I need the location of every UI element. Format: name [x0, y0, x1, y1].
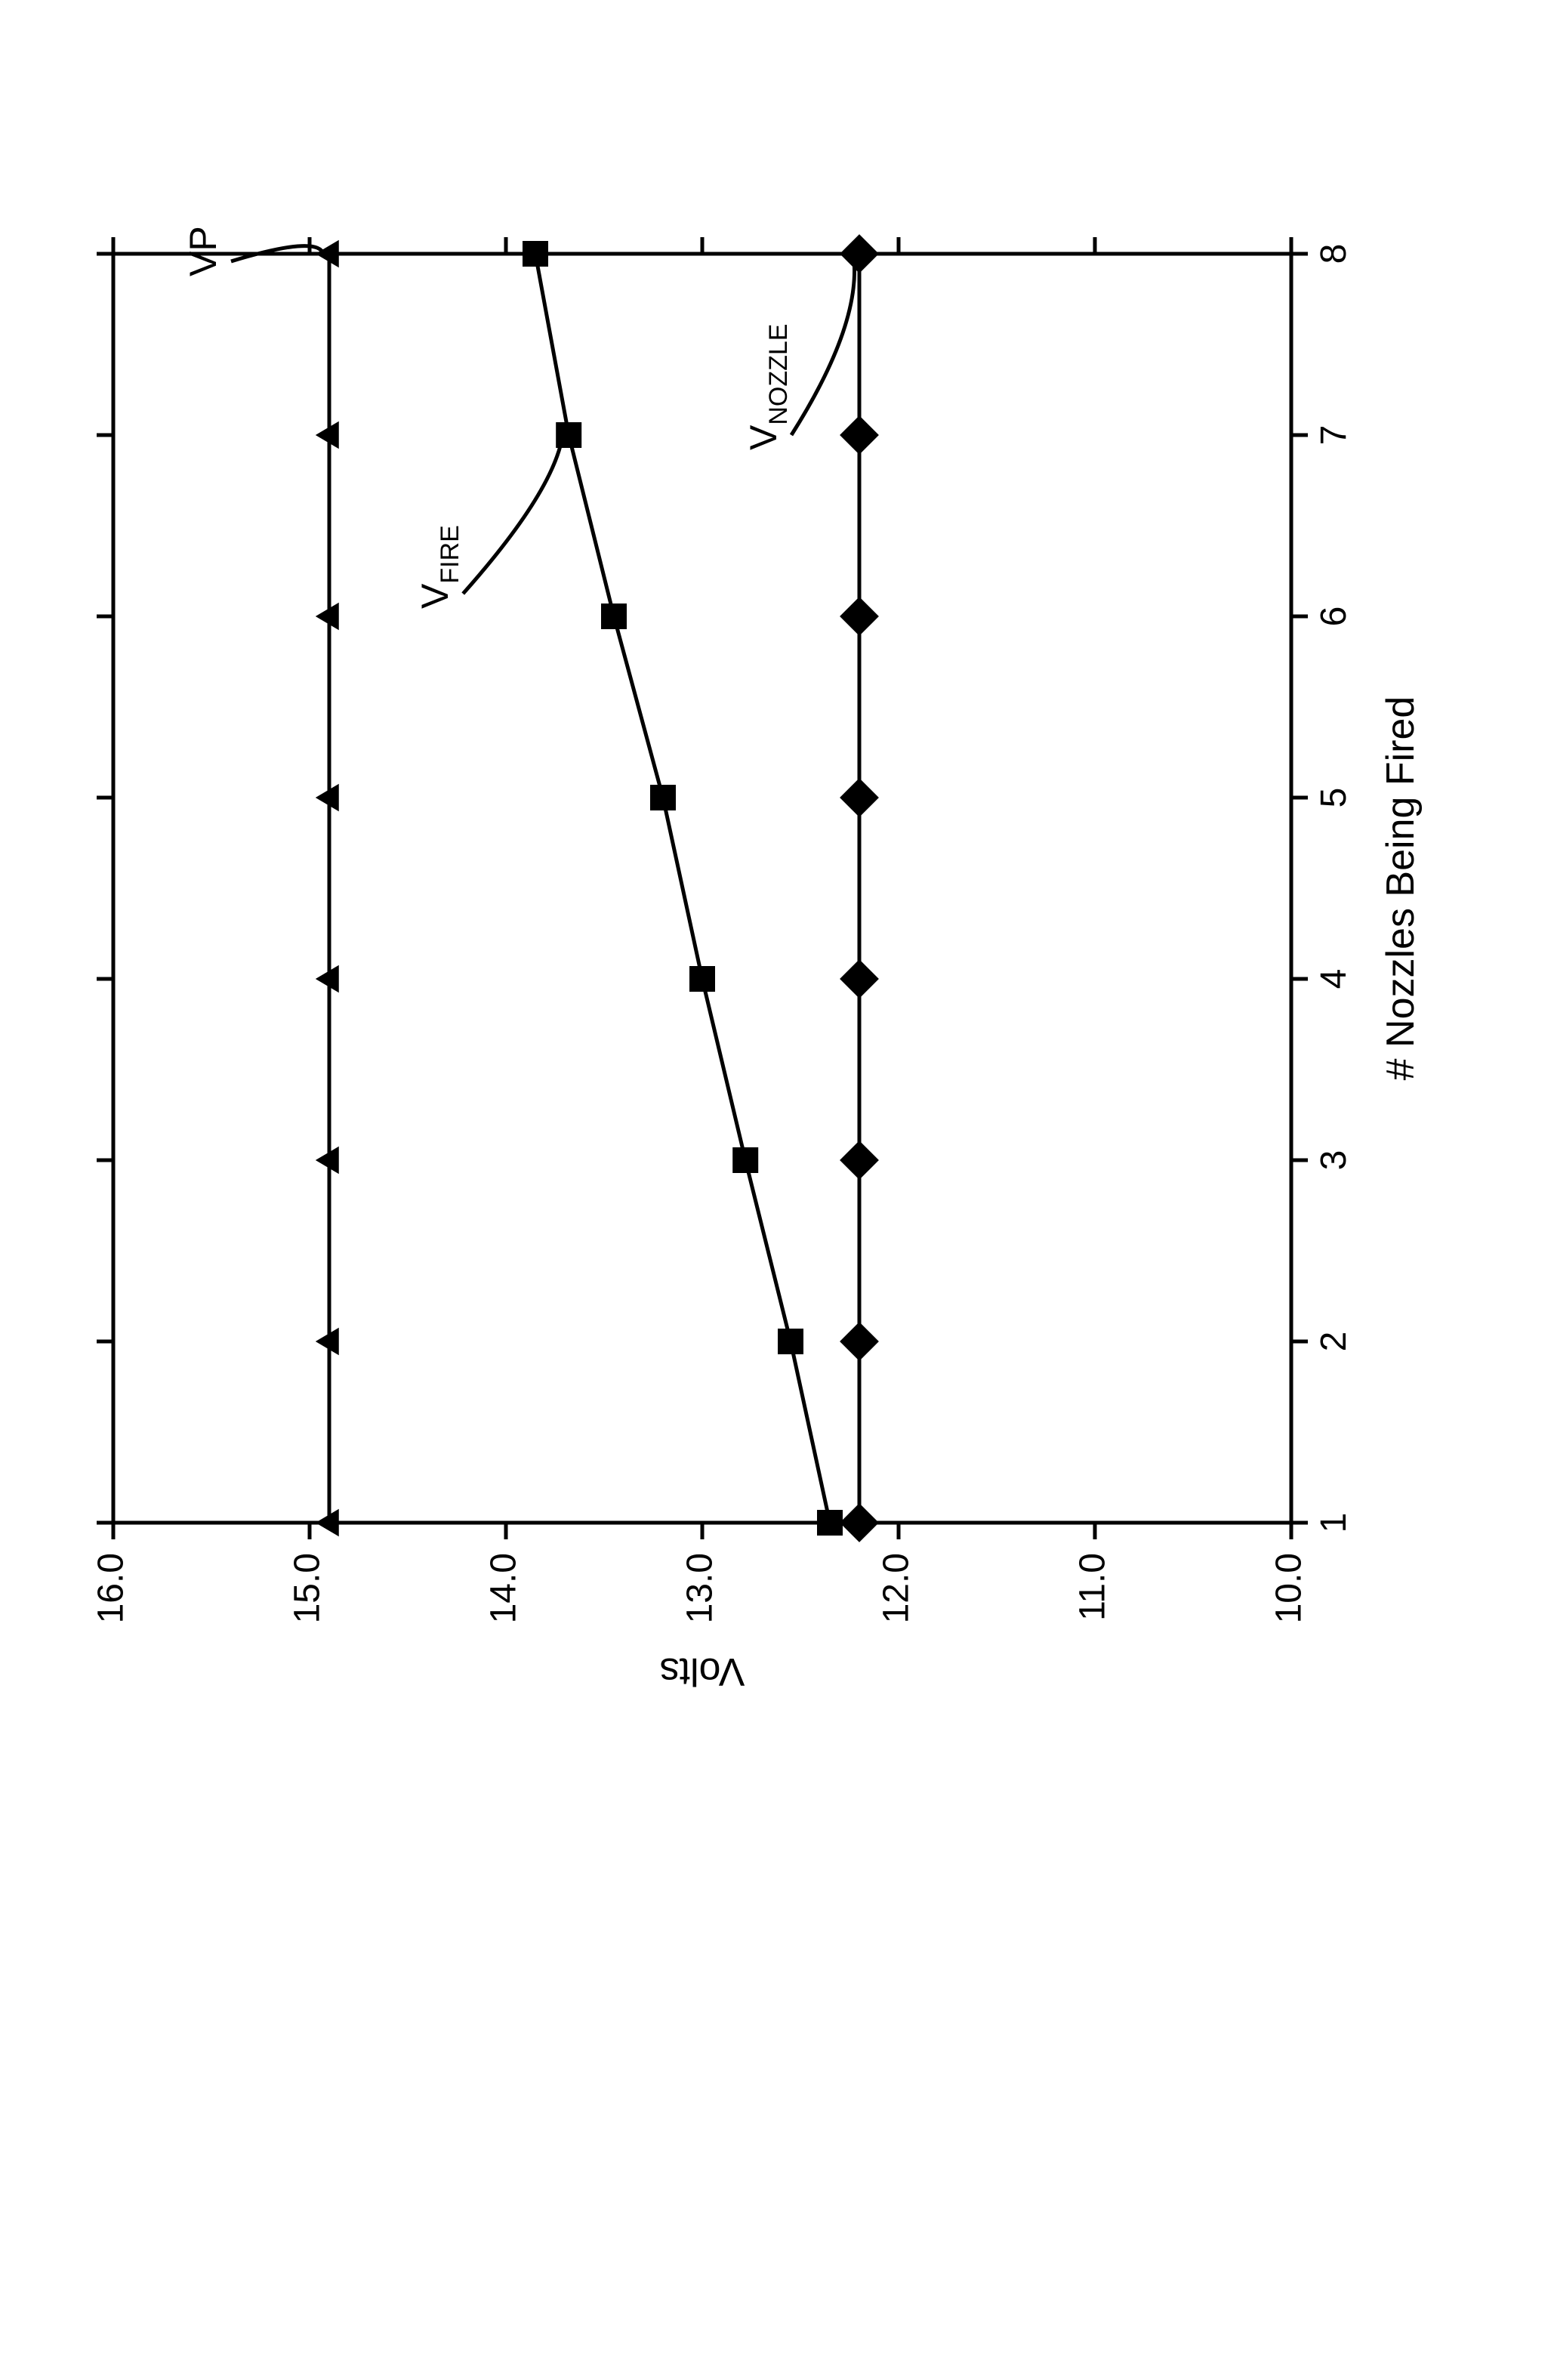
svg-text:4: 4	[1314, 969, 1354, 989]
svg-text:2: 2	[1314, 1332, 1354, 1352]
svg-text:11.0: 11.0	[1073, 1553, 1113, 1621]
svg-text:12.0: 12.0	[877, 1553, 917, 1623]
svg-text:1: 1	[1314, 1513, 1354, 1533]
svg-text:5: 5	[1314, 788, 1354, 808]
page: FIG. 3 10.011.012.013.014.015.016.012345…	[0, 0, 1554, 1882]
svg-text:8: 8	[1314, 244, 1354, 264]
svg-text:7: 7	[1314, 425, 1354, 446]
svg-text:13.0: 13.0	[680, 1553, 720, 1623]
chart-svg: 10.0 11.0 12.0 13.0 14.0 15.0 16.0 1 2 3 4 5 6 7 8 Volt…	[53, 163, 1488, 1719]
svg-text:6: 6	[1314, 607, 1354, 627]
svg-text:14.0: 14.0	[484, 1553, 524, 1623]
svg-text:3: 3	[1314, 1150, 1354, 1171]
svg-text:15.0: 15.0	[288, 1553, 328, 1623]
svg-text:VP: VP	[182, 226, 224, 276]
svg-text:10.0: 10.0	[1269, 1553, 1309, 1623]
svg-text:# Nozzles Being Fired: # Nozzles Being Fired	[1379, 696, 1423, 1081]
svg-text:16.0: 16.0	[91, 1553, 131, 1623]
chart: 10.011.012.013.014.015.016.012345678Volt…	[770, 941, 1554, 2380]
svg-text:Volts: Volts	[660, 1650, 745, 1693]
